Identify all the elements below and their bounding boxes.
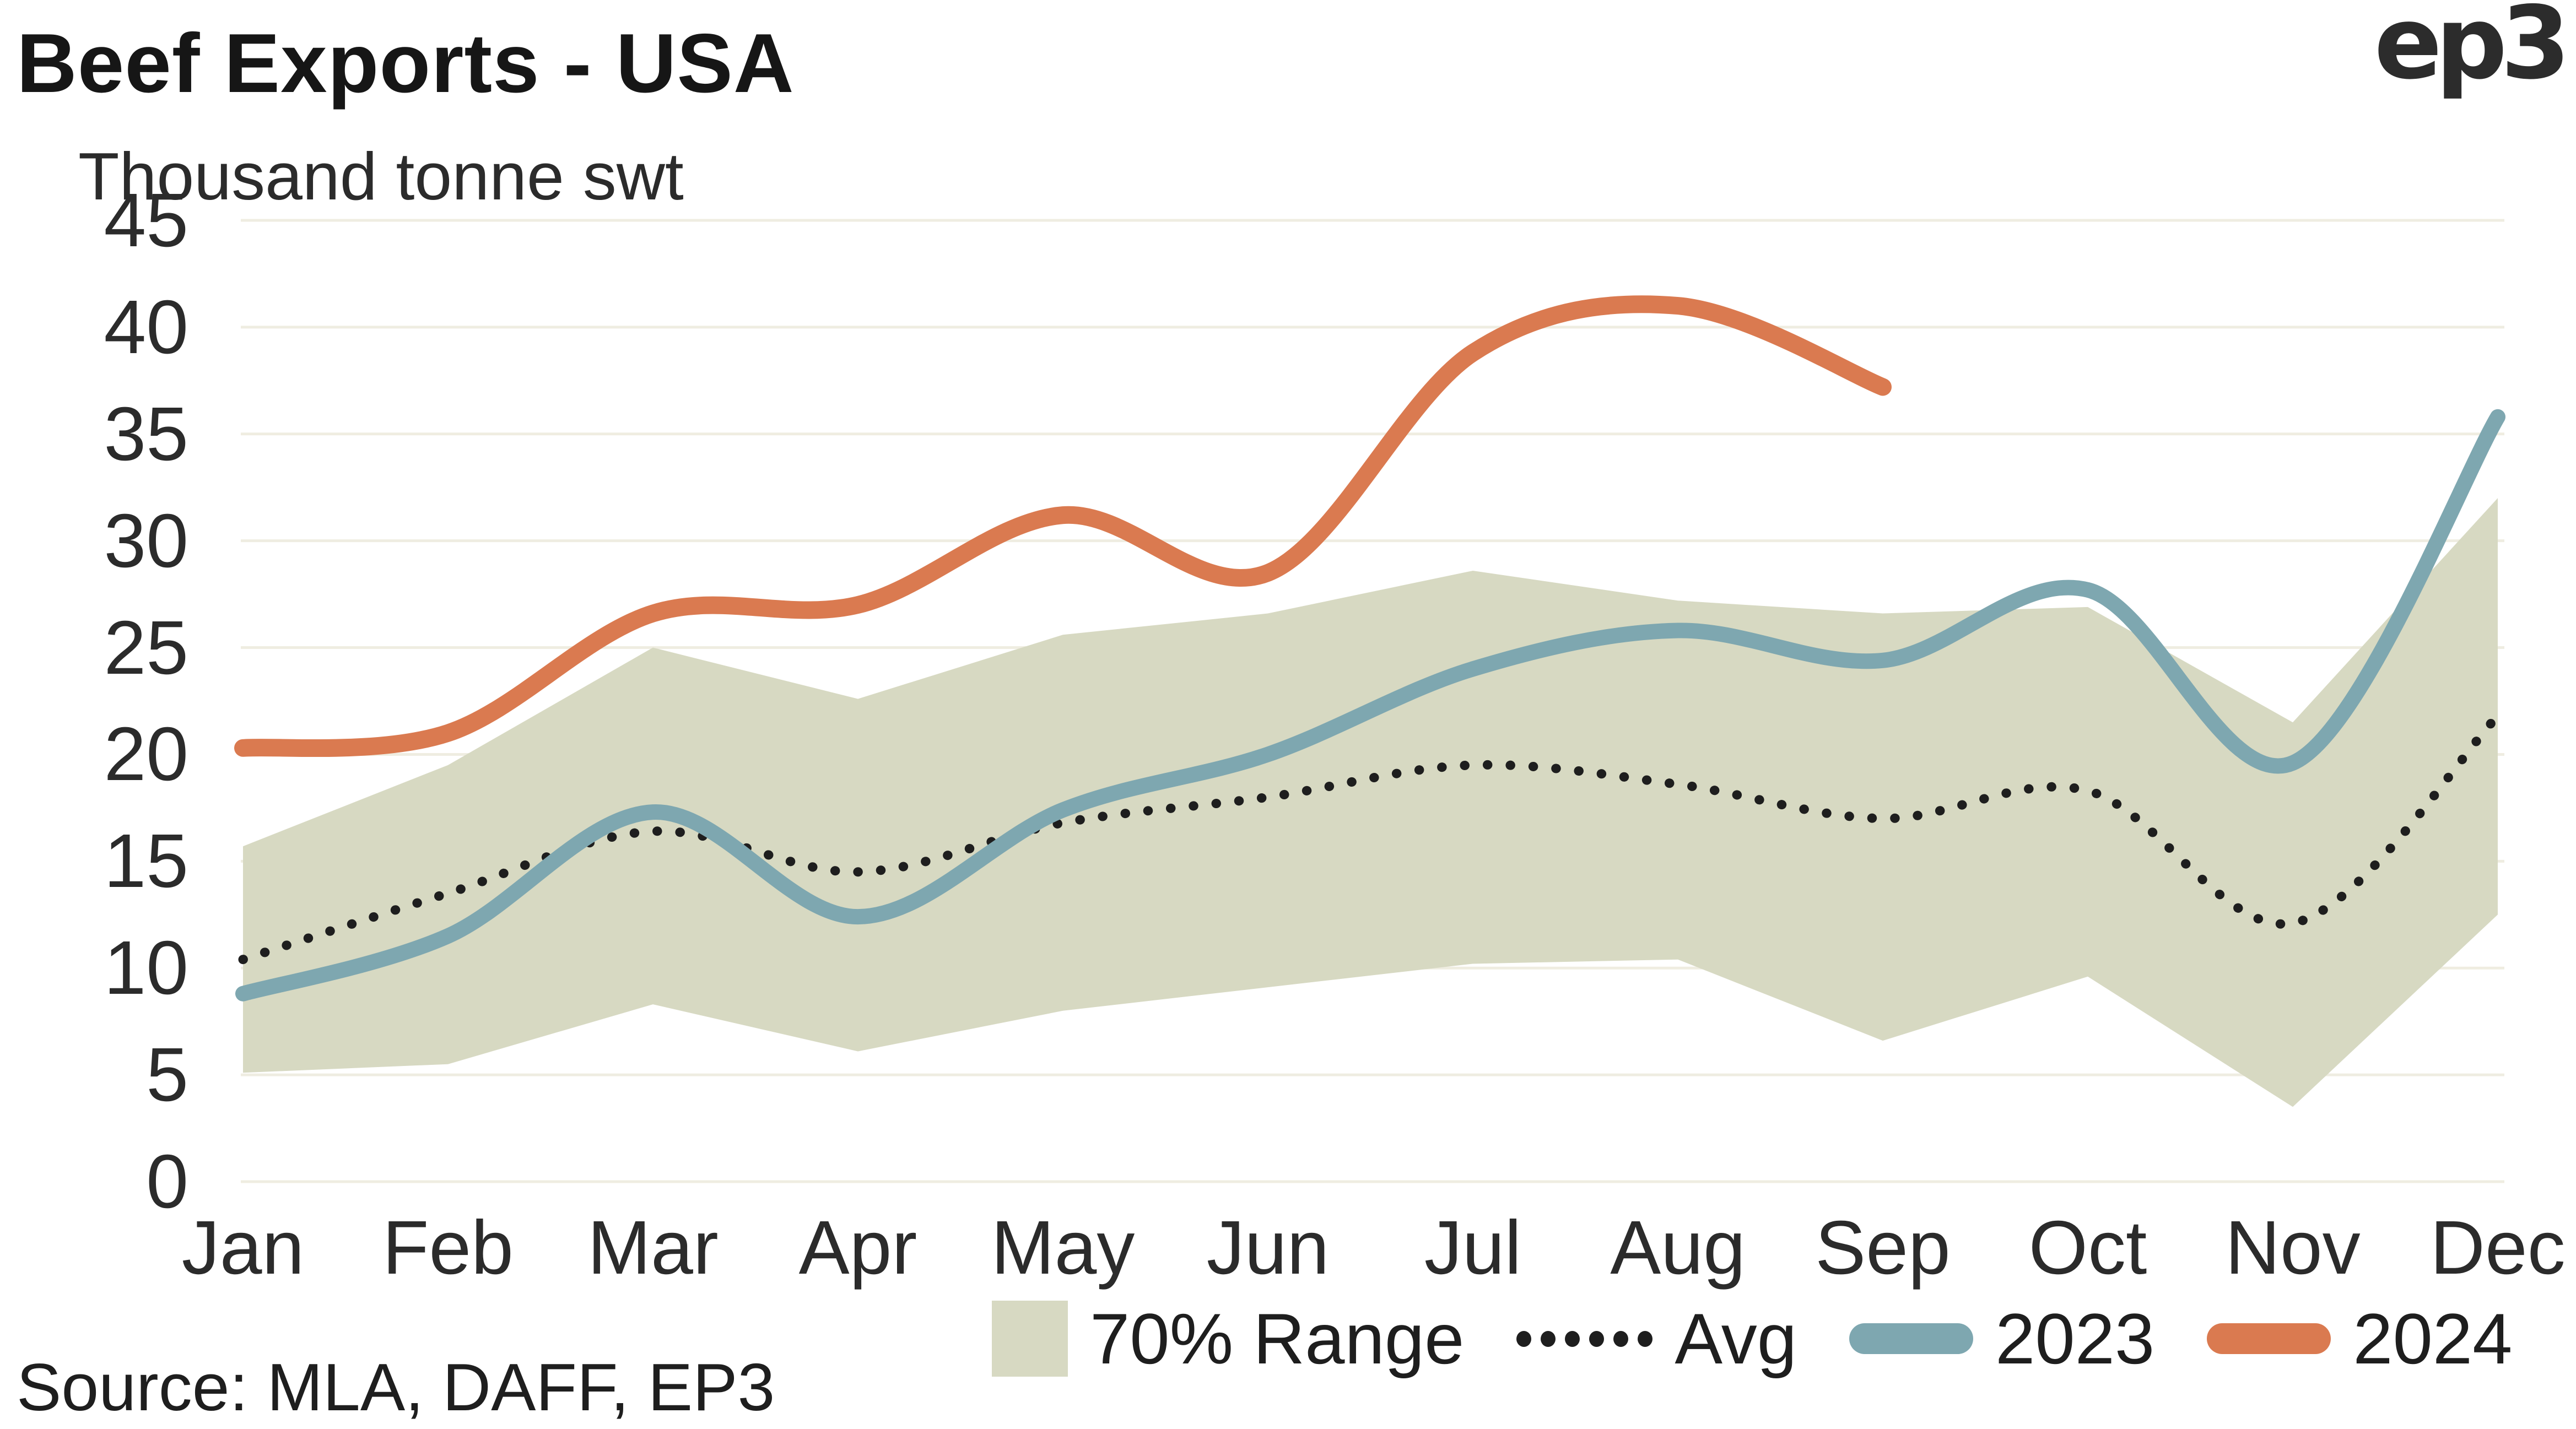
x-tick-label-nov: Nov bbox=[2225, 1205, 2361, 1290]
x-tick-label-dec: Dec bbox=[2430, 1205, 2566, 1290]
y-tick-label-5: 5 bbox=[146, 1032, 188, 1118]
x-tick-label-jun: Jun bbox=[1206, 1205, 1330, 1290]
y-axis-unit-label: Thousand tonne swt bbox=[78, 139, 684, 214]
avg-dotted-swatch-icon bbox=[1516, 1330, 1653, 1347]
y-tick-label-40: 40 bbox=[104, 284, 189, 370]
x-tick-label-jul: Jul bbox=[1424, 1205, 1522, 1290]
legend-item-range: 70% Range bbox=[992, 1297, 1464, 1380]
y-tick-label-10: 10 bbox=[104, 925, 189, 1011]
legend-label-range: 70% Range bbox=[1090, 1298, 1465, 1379]
line-2024-swatch-icon bbox=[2207, 1323, 2331, 1354]
legend-label-2023: 2023 bbox=[1995, 1298, 2155, 1379]
y-tick-label-45: 45 bbox=[104, 178, 189, 263]
x-tick-label-apr: Apr bbox=[798, 1205, 917, 1290]
chart-legend: 70% Range Avg 2023 2024 bbox=[992, 1297, 2512, 1380]
ep3-logo: ep3 bbox=[2374, 0, 2570, 101]
x-tick-label-may: May bbox=[991, 1205, 1135, 1290]
legend-label-avg: Avg bbox=[1675, 1298, 1797, 1379]
line-2023-swatch-icon bbox=[1849, 1323, 1974, 1354]
source-note: Source: MLA, DAFF, EP3 bbox=[17, 1350, 775, 1425]
x-tick-label-mar: Mar bbox=[587, 1205, 719, 1290]
y-tick-label-0: 0 bbox=[146, 1139, 188, 1224]
range-band bbox=[243, 498, 2498, 1107]
y-tick-label-25: 25 bbox=[104, 605, 189, 690]
legend-item-avg: Avg bbox=[1516, 1297, 1797, 1380]
y-tick-label-15: 15 bbox=[104, 819, 189, 904]
legend-item-2023: 2023 bbox=[1849, 1297, 2154, 1380]
legend-item-2024: 2024 bbox=[2207, 1297, 2512, 1380]
legend-label-2024: 2024 bbox=[2353, 1298, 2513, 1379]
x-tick-label-sep: Sep bbox=[1815, 1205, 1951, 1290]
y-tick-label-35: 35 bbox=[104, 391, 189, 477]
chart-title: Beef Exports - USA bbox=[17, 17, 795, 110]
x-tick-label-aug: Aug bbox=[1610, 1205, 1746, 1290]
line-2023 bbox=[235, 409, 2505, 1002]
x-tick-label-oct: Oct bbox=[2028, 1205, 2147, 1290]
x-tick-label-feb: Feb bbox=[382, 1205, 514, 1290]
line-2024 bbox=[234, 295, 1892, 757]
y-tick-label-30: 30 bbox=[104, 498, 189, 583]
range-band-swatch-icon bbox=[992, 1301, 1068, 1377]
x-tick-label-jan: Jan bbox=[181, 1205, 305, 1290]
y-tick-label-20: 20 bbox=[104, 712, 189, 797]
